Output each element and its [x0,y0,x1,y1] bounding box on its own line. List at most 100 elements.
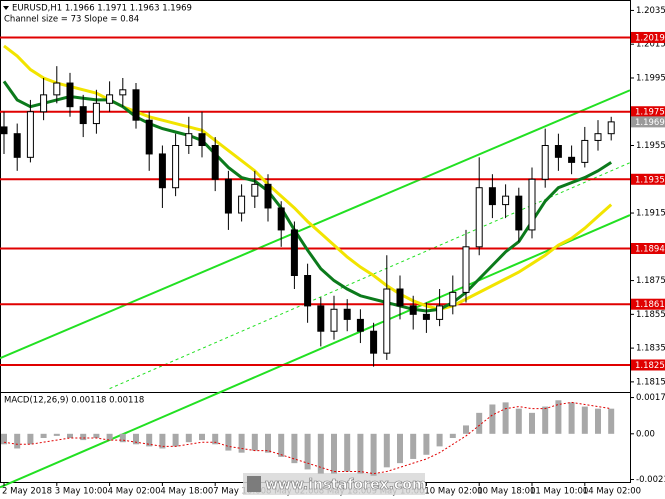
x-tick-label: 7 May 10:00 [213,487,266,497]
moving-average [3,44,613,311]
macd-bar [317,433,324,474]
macd-bar [27,433,34,445]
macd-bar [40,433,47,438]
candle-body [343,308,351,320]
level-label-box [631,359,665,371]
candle-body [172,145,180,189]
candle-body [581,139,589,163]
macd-bar [331,433,337,474]
macd-title: MACD(12,26,9) 0.00118 0.00118 [4,396,144,406]
macd-bar [383,433,390,468]
macd-bar [476,412,483,434]
macd-bar [238,433,245,453]
moving-average [2,80,613,313]
macd-bar [225,433,232,451]
plot-frame [0,0,631,483]
candle-body [0,126,8,135]
candle-body [132,89,140,121]
macd-bar [93,433,100,438]
candle-body [119,89,127,96]
candle-body [528,178,536,231]
candle-body [277,207,285,231]
level-label-box [631,173,665,185]
level-label: 1.1975 [635,108,665,118]
y-tick-label: 1.1955 [636,141,665,151]
level-label: 1.1894 [635,244,665,254]
main-panel [0,36,631,489]
macd-bar [1,433,7,445]
x-tick-label: 4 May 02:00 [108,487,161,497]
macd-bar [14,433,21,449]
candle-body [251,183,259,197]
macd-bar [185,433,192,443]
macd-bar [172,433,179,447]
candle-body [594,133,602,141]
x-tick-label: 4 May 18:00 [160,487,213,497]
macd-bar [608,408,615,434]
candle-body [26,111,34,158]
candle-body [92,102,100,125]
x-tick-label: 11 May 10:00 [530,487,588,497]
level-label: 1.1935 [635,175,665,185]
candle-body [515,195,523,231]
candle-body [53,82,61,96]
macd-bar [212,433,219,445]
macd-bar [410,433,417,459]
macd-bar [502,402,509,434]
level-label-box [631,31,665,43]
candle-body [541,145,549,180]
macd-bar [199,433,205,441]
macd-signal [3,401,612,475]
macd-bar [67,433,73,438]
candle-body [198,133,206,147]
candle-body [264,183,272,209]
candle-body [224,178,232,214]
channel-line [109,162,631,390]
macd-bar [529,412,535,434]
chart-subtitle: Channel size = 73 Slope = 0.84 [4,15,139,25]
title-marker [3,6,9,10]
candle-body [568,156,576,163]
candle-body [449,291,457,307]
candle-body [502,195,510,206]
candle-body [290,229,298,277]
candle-body [383,288,391,354]
candle-body [396,288,404,307]
candle-body [607,121,615,135]
macd-bar [489,404,496,434]
macd-bar [159,433,166,449]
macd-bar [595,408,601,434]
macd-bar [344,433,351,472]
macd-bar [53,433,60,436]
level-label: 1.2019 [635,33,665,43]
macd-bar [304,433,311,470]
candle-body [488,187,496,206]
y-tick-label: 1.1995 [636,73,665,83]
macd-bar [357,433,364,474]
macd-bar [581,406,588,434]
macd-bar [370,433,377,476]
x-tick-label: 10 May 02:00 [424,487,482,497]
macd-bar [291,433,298,464]
channel-line [0,214,631,489]
candle-body [304,275,312,307]
y-tick-label: -0.00218 [636,475,665,485]
candle-body [211,145,219,180]
candle-body [13,133,21,158]
candle-body [40,94,48,113]
candle-body [370,330,378,354]
candle-body [317,305,325,332]
candle-body [106,94,114,104]
price-label-box [631,116,665,128]
y-tick-label: 1.2035 [636,6,665,16]
y-tick-label: 0.00173 [636,393,665,403]
macd-bar [568,402,575,434]
macd-bar [265,433,271,453]
candle-body [422,313,430,320]
macd-bar [119,433,126,443]
y-tick-label: 1.1835 [636,344,665,354]
level-label-box [631,242,665,254]
macd-bar [251,433,258,451]
candle-body [238,195,246,214]
